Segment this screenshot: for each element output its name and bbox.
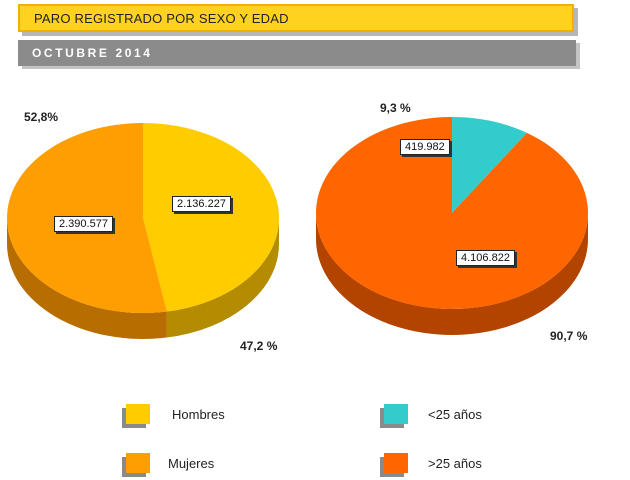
legend-swatch-mayores-25 bbox=[384, 453, 408, 473]
pie1-hombres-percent: 47,2 % bbox=[240, 339, 278, 353]
pie2-young-percent: 9,3 % bbox=[380, 101, 411, 115]
legend-label-hombres: Hombres bbox=[172, 407, 225, 422]
legend-swatch-mujeres bbox=[126, 453, 150, 473]
title-bar: PARO REGISTRADO POR SEXO Y EDAD bbox=[18, 4, 574, 32]
pie1-side-0 bbox=[166, 218, 279, 338]
pie2-adult-percent: 90,7 % bbox=[550, 329, 588, 343]
pie2-young-value: 419.982 bbox=[400, 139, 450, 155]
legend-swatch-hombres bbox=[126, 404, 150, 424]
pie1-mujeres-percent: 52,8% bbox=[24, 110, 59, 124]
pie2-slice-1 bbox=[316, 117, 588, 309]
pie1-slice-0 bbox=[143, 123, 280, 312]
subtitle-bar: OCTUBRE 2014 bbox=[18, 40, 576, 66]
legend-label-mayores-25: >25 años bbox=[428, 456, 482, 471]
pie1-side-1 bbox=[7, 218, 167, 340]
pie2-side-1 bbox=[316, 213, 588, 335]
pie2-slice-0 bbox=[452, 117, 527, 213]
pie1-mujeres-value: 2.390.577 bbox=[54, 216, 113, 232]
legend-swatch-menores-25 bbox=[384, 404, 408, 424]
legend-label-mujeres: Mujeres bbox=[168, 456, 215, 471]
pie1-hombres-value: 2.136.227 bbox=[172, 196, 231, 212]
legend-label-menores-25: <25 años bbox=[428, 407, 482, 422]
chart-subtitle: OCTUBRE 2014 bbox=[32, 46, 153, 60]
chart-title: PARO REGISTRADO POR SEXO Y EDAD bbox=[34, 11, 289, 26]
pie2-adult-value: 4.106.822 bbox=[456, 250, 515, 266]
